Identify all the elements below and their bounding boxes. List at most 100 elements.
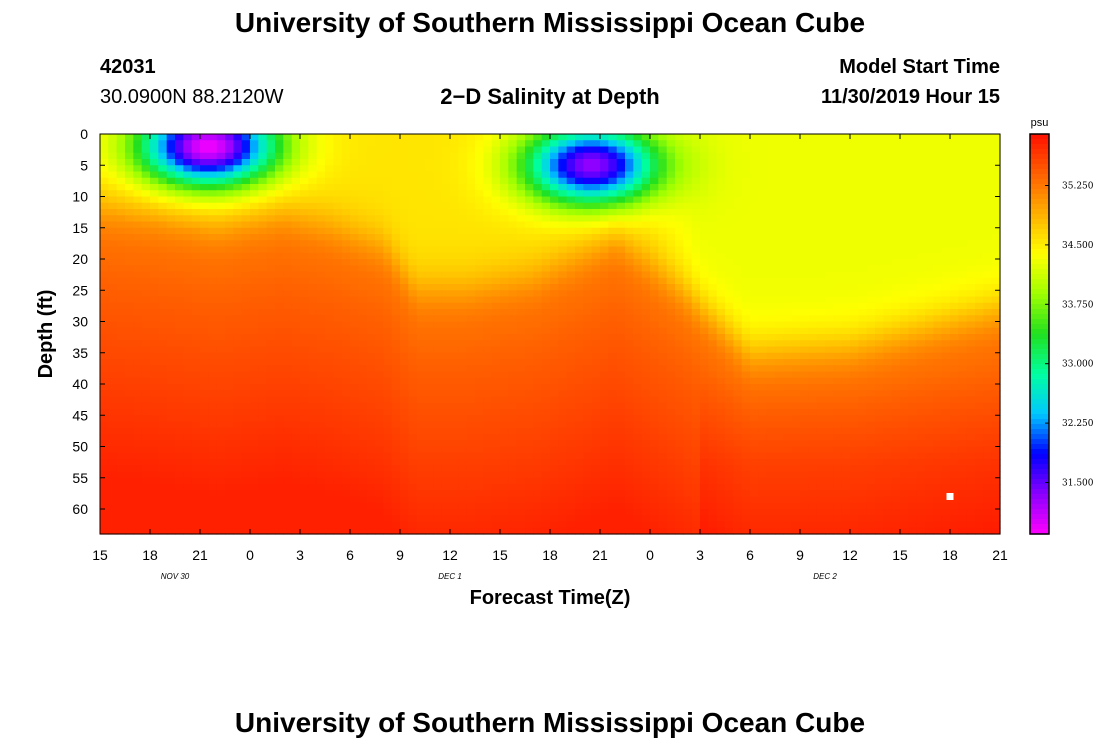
heatmap-cell — [733, 334, 743, 341]
heatmap-cell — [733, 265, 743, 273]
heatmap-cell — [208, 371, 218, 379]
heatmap-cell — [575, 159, 584, 166]
heatmap-cell — [441, 284, 451, 291]
heatmap-cell — [841, 390, 851, 398]
heatmap-cell — [208, 165, 218, 173]
heatmap-cell — [958, 271, 968, 279]
heatmap-cell — [591, 352, 601, 360]
heatmap-cell — [241, 421, 251, 429]
heatmap-cell — [625, 402, 634, 410]
heatmap-cell — [325, 346, 334, 354]
heatmap-cell — [641, 177, 651, 185]
heatmap-cell — [816, 221, 826, 229]
heatmap-cell — [683, 396, 693, 404]
heatmap-cell — [508, 159, 518, 166]
heatmap-cell — [408, 259, 418, 266]
heatmap-cell — [925, 277, 934, 285]
heatmap-cell — [958, 240, 968, 248]
heatmap-cell — [766, 227, 776, 235]
heatmap-cell — [825, 227, 834, 235]
heatmap-cell — [716, 409, 726, 416]
heatmap-cell — [775, 252, 784, 260]
heatmap-cell — [833, 371, 843, 379]
heatmap-cell — [691, 396, 701, 404]
heatmap-cell — [858, 309, 868, 316]
heatmap-cell — [700, 290, 709, 298]
heatmap-cell — [333, 296, 343, 304]
heatmap-cell — [316, 390, 326, 398]
heatmap-cell — [183, 327, 193, 335]
heatmap-cell — [358, 321, 368, 329]
heatmap-cell — [241, 177, 251, 185]
heatmap-cell — [916, 196, 926, 204]
heatmap-cell — [216, 321, 226, 329]
heatmap-cell — [125, 284, 134, 291]
heatmap-cell — [291, 209, 301, 216]
heatmap-cell — [666, 315, 676, 323]
heatmap-cell — [358, 365, 368, 373]
heatmap-cell — [508, 384, 518, 391]
heatmap-cell — [791, 221, 801, 229]
heatmap-cell — [125, 396, 134, 404]
heatmap-cell — [783, 171, 793, 179]
heatmap-cell — [291, 196, 301, 204]
heatmap-cell — [483, 296, 493, 304]
heatmap-cell — [183, 390, 193, 398]
heatmap-cell — [883, 177, 893, 185]
heatmap-cell — [583, 296, 593, 304]
heatmap-cell — [258, 365, 268, 373]
heatmap-cell — [566, 190, 576, 198]
heatmap-cell — [391, 221, 401, 229]
heatmap-cell — [933, 315, 943, 323]
heatmap-cell — [858, 315, 868, 323]
heatmap-cell — [175, 409, 184, 416]
heatmap-cell — [483, 315, 493, 323]
heatmap-cell — [175, 271, 184, 279]
heatmap-cell — [983, 234, 993, 241]
heatmap-cell — [533, 396, 543, 404]
heatmap-cell — [616, 184, 626, 191]
heatmap-cell — [650, 327, 659, 335]
heatmap-cell — [925, 271, 934, 279]
heatmap-cell — [383, 315, 393, 323]
heatmap-cell — [608, 396, 618, 404]
heatmap-cell — [750, 359, 759, 366]
heatmap-cell — [466, 371, 476, 379]
heatmap-cell — [650, 415, 659, 423]
heatmap-cell — [541, 409, 551, 416]
heatmap-cell — [483, 202, 493, 210]
heatmap-cell — [741, 402, 751, 410]
heatmap-cell — [825, 352, 834, 360]
heatmap-cell — [558, 152, 568, 160]
heatmap-cell — [466, 252, 476, 260]
heatmap-cell — [200, 390, 209, 398]
heatmap-cell — [941, 296, 951, 304]
heatmap-cell — [625, 252, 634, 260]
heatmap-cell — [166, 327, 176, 335]
heatmap-cell — [841, 165, 851, 173]
heatmap-cell — [808, 146, 818, 154]
heatmap-cell — [125, 365, 134, 373]
heatmap-cell — [750, 277, 759, 285]
heatmap-cell — [908, 140, 918, 148]
heatmap-cell — [633, 252, 643, 260]
heatmap-cell — [166, 265, 176, 273]
heatmap-cell — [366, 377, 376, 385]
heatmap-cell — [658, 140, 668, 148]
heatmap-cell — [275, 346, 284, 354]
heatmap-cell — [900, 202, 909, 210]
heatmap-cell — [575, 246, 584, 254]
heatmap-cell — [283, 196, 293, 204]
heatmap-cell — [200, 177, 209, 185]
heatmap-cell — [175, 359, 184, 366]
heatmap-cell — [583, 359, 593, 366]
heatmap-cell — [433, 140, 443, 148]
heatmap-cell — [383, 377, 393, 385]
heatmap-cell — [333, 196, 343, 204]
heatmap-cell — [466, 134, 476, 141]
heatmap-cell — [233, 209, 243, 216]
heatmap-cell — [508, 377, 518, 385]
heatmap-cell — [250, 221, 259, 229]
heatmap-cell — [341, 259, 351, 266]
heatmap-cell — [950, 296, 959, 304]
